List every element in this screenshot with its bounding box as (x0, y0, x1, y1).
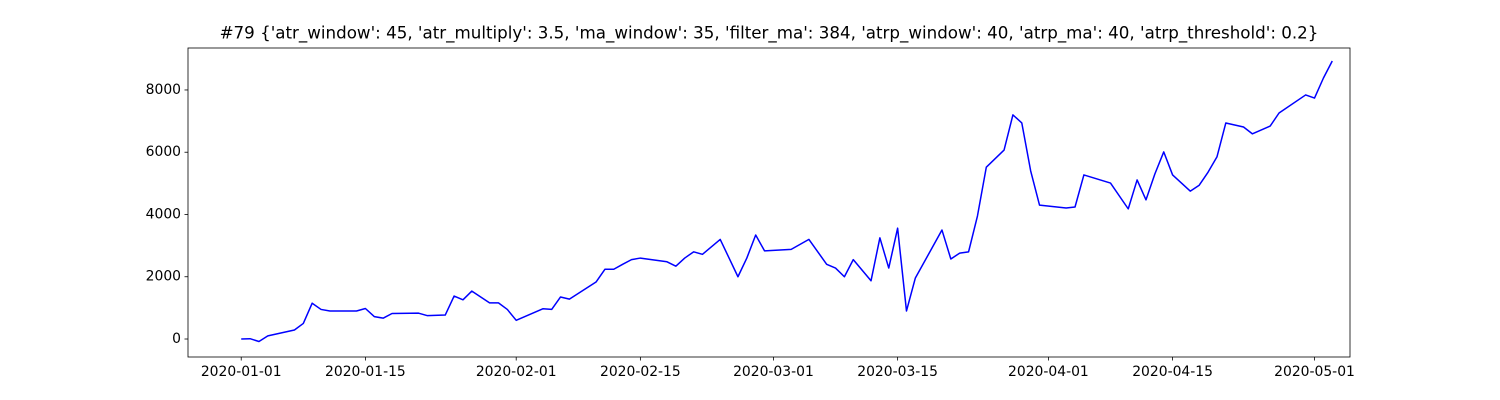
y-tick-label: 0 (172, 331, 181, 347)
x-tick-label: 2020-04-15 (1132, 364, 1213, 380)
plot-frame (187, 47, 1351, 358)
x-tick-label: 2020-02-15 (600, 364, 681, 380)
chart-title: #79 {'atr_window': 45, 'atr_multiply': 3… (220, 23, 1319, 44)
x-tick-label: 2020-01-01 (201, 364, 282, 380)
line (241, 60, 1333, 343)
x-tick-label: 2020-02-01 (476, 364, 557, 380)
y-tick-label: 8000 (146, 82, 181, 98)
x-tick-label: 2020-05-01 (1274, 364, 1355, 380)
y-tick-label: 2000 (146, 269, 181, 285)
x-tick-label: 2020-03-01 (733, 364, 814, 380)
y-tick-label: 6000 (146, 144, 181, 160)
x-tick-label: 2020-01-15 (325, 364, 406, 380)
x-tick-label: 2020-04-01 (1008, 364, 1089, 380)
y-tick-label: 4000 (146, 206, 181, 222)
x-tick-label: 2020-03-15 (857, 364, 938, 380)
